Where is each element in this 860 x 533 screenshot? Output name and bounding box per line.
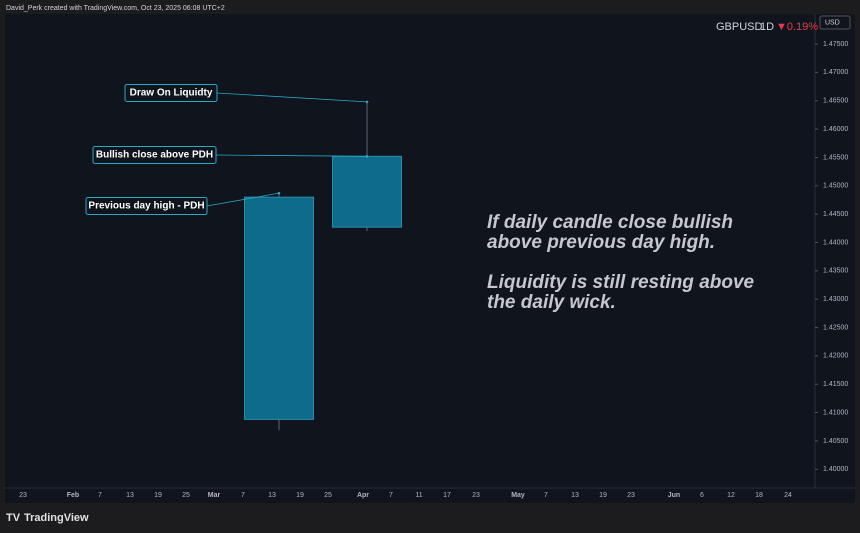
x-tick-label: Feb	[67, 492, 79, 499]
y-tick-label: 1.45500	[823, 154, 848, 161]
y-tick-label: 1.45000	[823, 183, 848, 190]
x-tick-label: 11	[415, 492, 422, 499]
brand-logo: TV	[6, 512, 21, 524]
y-tick-label: 1.41500	[823, 381, 848, 388]
annotation-box	[124, 84, 218, 102]
x-tick-label: 19	[296, 492, 304, 499]
x-tick-label: 17	[443, 492, 451, 499]
brand: TV TradingView	[6, 512, 89, 524]
y-tick-label: 1.42500	[823, 324, 848, 331]
change: ▼0.19%	[776, 21, 818, 33]
x-tick-label: 13	[268, 492, 276, 499]
x-tick-label: 12	[727, 492, 735, 499]
x-tick-label: 6	[700, 492, 704, 499]
note: If daily candle close bullish	[487, 212, 733, 233]
interval: 1D	[760, 21, 774, 33]
x-tick-label: 23	[19, 492, 27, 499]
x-tick-label: 19	[154, 492, 162, 499]
y-tick-label: 1.41000	[823, 409, 848, 416]
x-tick-label: Apr	[357, 492, 369, 499]
y-tick-label: 1.40000	[823, 466, 848, 473]
x-tick-label: 7	[98, 492, 102, 499]
annotation-anchor	[277, 191, 281, 195]
x-tick-label: 7	[544, 492, 548, 499]
x-tick-label: 25	[182, 492, 190, 499]
annotation-text: Draw On Liquidty	[130, 88, 213, 99]
note: the daily wick.	[487, 292, 616, 313]
y-tick-label: 1.46500	[823, 98, 848, 105]
annotation-anchor	[365, 155, 369, 158]
x-tick-label: 13	[126, 492, 134, 499]
annotation-text: Previous day high - PDH	[88, 201, 204, 212]
brand-name: TradingView	[24, 512, 89, 524]
x-tick-label: 19	[599, 492, 607, 499]
y-tick-label: 1.47500	[823, 41, 848, 48]
y-tick-label: 1.44500	[823, 211, 848, 218]
y-tick-label: 1.43500	[823, 268, 848, 275]
x-tick-label: Mar	[208, 492, 221, 499]
credit: David_Perk created with TradingView.com,…	[6, 5, 225, 12]
note: above previous day high.	[487, 232, 715, 253]
y-tick-label: 1.42000	[823, 353, 848, 360]
x-tick-label: 23	[627, 492, 635, 499]
candle-body	[244, 196, 314, 420]
annotation-text: Bullish close above PDH	[96, 150, 213, 161]
x-tick-label: 7	[241, 492, 245, 499]
annotation-box	[85, 197, 208, 215]
y-tick-label: 1.40500	[823, 438, 848, 445]
annotation-anchor	[365, 100, 369, 104]
y-tick-label: 1.47000	[823, 69, 848, 76]
annotation-box	[92, 146, 217, 164]
x-tick-label: May	[511, 492, 525, 499]
currency-box	[819, 15, 851, 30]
y-tick-label: 1.43000	[823, 296, 848, 303]
x-tick-label: Jun	[668, 492, 680, 499]
y-tick-label: 1.46000	[823, 126, 848, 133]
annotation-leader	[206, 192, 280, 207]
symbol: GBPUSD	[716, 21, 763, 33]
candle-body	[332, 155, 402, 228]
x-tick-label: 13	[571, 492, 579, 499]
note: Liquidity is still resting above	[487, 272, 755, 293]
annotation-leader	[216, 92, 368, 103]
x-tick-label: 25	[324, 492, 332, 499]
x-tick-label: 24	[784, 492, 792, 499]
x-tick-label: 23	[472, 492, 480, 499]
x-tick-label: 18	[755, 492, 763, 499]
x-tick-label: 7	[389, 492, 393, 499]
y-tick-label: 1.44000	[823, 239, 848, 246]
annotation-leader	[215, 154, 368, 157]
currency: USD	[825, 19, 840, 26]
